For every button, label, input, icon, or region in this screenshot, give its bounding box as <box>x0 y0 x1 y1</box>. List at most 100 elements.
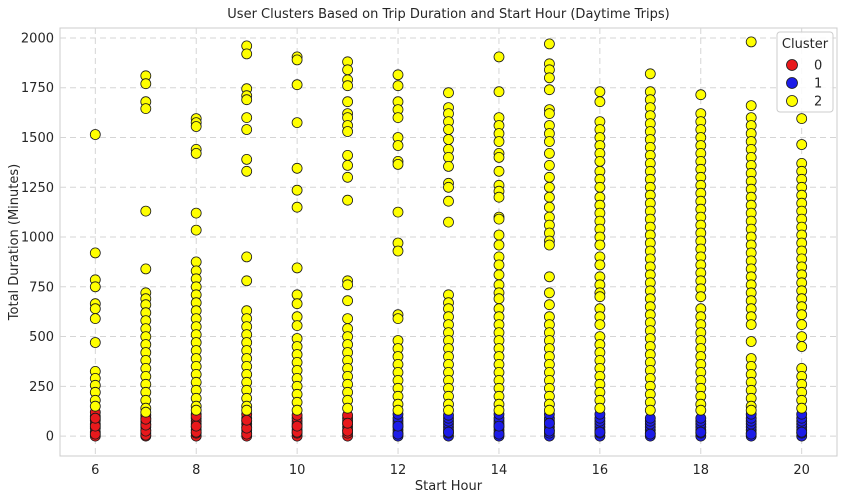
data-point <box>745 36 757 48</box>
data-point <box>241 414 253 426</box>
data-point <box>544 201 555 213</box>
data-point <box>544 271 555 283</box>
data-point <box>241 153 253 165</box>
data-point <box>291 404 303 416</box>
data-point <box>544 239 555 251</box>
data-point <box>796 426 808 438</box>
data-point <box>241 165 253 177</box>
data-point <box>140 406 152 418</box>
data-point <box>544 84 555 96</box>
data-point <box>493 239 505 251</box>
data-point <box>544 181 555 193</box>
data-point <box>291 79 303 91</box>
data-point <box>89 281 101 293</box>
data-point <box>493 404 505 416</box>
data-point <box>544 108 555 119</box>
data-point <box>745 404 757 416</box>
y-tick-label: 1000 <box>21 231 54 246</box>
y-tick-label: 500 <box>29 330 54 345</box>
legend-label: 1 <box>814 77 822 92</box>
data-point <box>594 319 606 331</box>
data-point <box>190 224 202 236</box>
data-point <box>594 426 606 438</box>
data-point <box>594 239 606 251</box>
data-point <box>644 404 656 416</box>
data-point <box>796 341 808 352</box>
y-tick-label: 750 <box>29 280 54 295</box>
data-point <box>392 313 404 325</box>
data-point <box>695 89 707 101</box>
data-point <box>342 417 354 429</box>
series-2 <box>89 36 808 418</box>
data-point <box>796 319 808 331</box>
data-point <box>745 319 757 331</box>
data-point <box>392 80 404 92</box>
x-tick-labels: 6 8 10 12 14 16 18 20 <box>91 463 810 478</box>
data-point <box>644 428 656 440</box>
data-point <box>291 320 303 332</box>
data-point <box>89 412 101 424</box>
x-tick-label: 10 <box>289 463 306 478</box>
data-point <box>342 194 354 206</box>
data-point <box>594 402 606 414</box>
data-point <box>291 162 303 174</box>
data-point <box>493 213 505 225</box>
x-tick-label: 18 <box>692 463 709 478</box>
data-point <box>342 295 354 307</box>
chart-title: User Clusters Based on Trip Duration and… <box>227 7 669 22</box>
data-point <box>493 51 505 63</box>
data-point <box>291 420 303 432</box>
data-point <box>443 124 454 135</box>
data-point <box>392 158 404 170</box>
legend-marker <box>786 95 798 107</box>
data-point <box>89 400 101 412</box>
data-point <box>140 205 152 217</box>
data-point <box>342 126 354 137</box>
x-tick-label: 16 <box>592 463 609 478</box>
data-point <box>493 293 505 305</box>
data-point <box>190 207 202 219</box>
legend-items: 0 1 2 <box>786 59 822 110</box>
data-point <box>493 151 505 163</box>
data-point <box>493 191 505 203</box>
data-points <box>89 36 808 442</box>
data-point <box>342 149 354 161</box>
y-tick-label: 2000 <box>21 31 54 46</box>
data-point <box>140 78 152 90</box>
data-point <box>291 117 303 128</box>
data-point <box>745 428 757 440</box>
data-point <box>342 159 354 171</box>
y-tick-label: 0 <box>46 430 54 445</box>
data-point <box>291 54 303 66</box>
data-point <box>241 124 253 135</box>
data-point <box>493 420 505 432</box>
legend: Cluster 0 1 2 <box>776 31 834 113</box>
data-point <box>695 291 707 303</box>
data-point <box>745 100 757 111</box>
data-point <box>140 103 152 114</box>
data-point <box>796 113 808 124</box>
data-point <box>241 48 253 60</box>
series-1 <box>392 408 808 442</box>
y-tick-labels: 0 250 500 750 1000 1250 1500 1750 2000 <box>21 31 54 444</box>
data-point <box>392 206 404 218</box>
data-point <box>544 147 555 159</box>
data-point <box>443 87 454 99</box>
x-tick-label: 12 <box>390 463 407 478</box>
data-point <box>291 262 303 274</box>
data-point <box>796 309 808 321</box>
data-point <box>493 86 505 98</box>
legend-marker <box>786 77 798 89</box>
data-point <box>392 420 404 432</box>
data-point <box>594 181 606 193</box>
y-axis-label: Total Duration (Minutes) <box>7 164 22 321</box>
legend-box <box>776 31 834 113</box>
data-point <box>291 289 303 301</box>
data-point <box>392 245 404 257</box>
data-point <box>190 256 202 268</box>
data-point <box>443 426 454 438</box>
data-point <box>745 336 757 347</box>
data-point <box>140 263 152 275</box>
legend-marker <box>786 59 798 71</box>
